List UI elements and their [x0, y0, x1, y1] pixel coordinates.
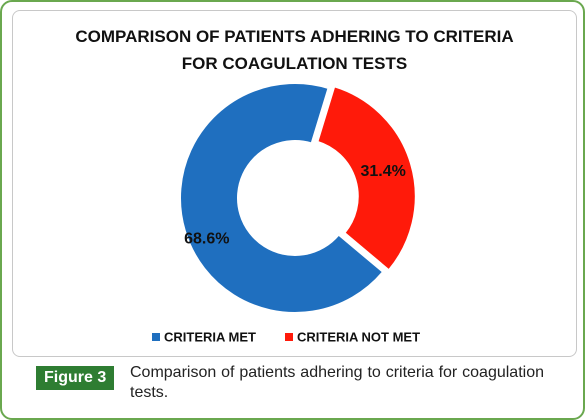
legend-swatch: [152, 333, 160, 341]
figure-caption: Comparison of patients adhering to crite…: [130, 364, 544, 401]
chart-box: 68.6% 31.4% CRITERIA MET CRITERIA NOT MET C…: [12, 10, 577, 357]
legend-swatch: [285, 333, 293, 341]
data-label: 68.6%: [184, 230, 229, 247]
donut-slice: [179, 82, 385, 314]
data-label: 31.4%: [361, 163, 406, 180]
chart: 68.6% 31.4% CRITERIA MET CRITERIA NOT MET: [152, 82, 420, 344]
legend-label: CRITERIA NOT MET: [297, 329, 420, 344]
legend-label: CRITERIA MET: [164, 329, 256, 344]
figure-label: Figure 3: [36, 366, 115, 390]
donut-slice: [316, 85, 417, 272]
chart-title: COMPARISON OF PATIENTS ADHERING TO CRITE…: [75, 27, 514, 73]
